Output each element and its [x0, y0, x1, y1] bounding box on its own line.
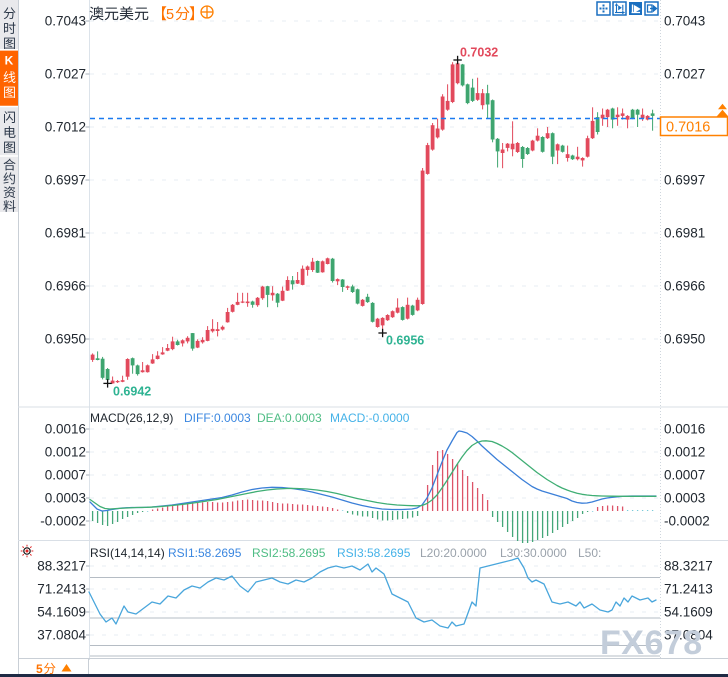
svg-text:54.1609: 54.1609: [664, 605, 713, 620]
svg-text:0.0003: 0.0003: [664, 491, 705, 506]
svg-text:0.6966: 0.6966: [45, 279, 86, 294]
svg-text:DIFF:0.0003: DIFF:0.0003: [184, 411, 251, 425]
svg-text:0.7043: 0.7043: [45, 14, 86, 29]
svg-text:88.3217: 88.3217: [37, 559, 86, 574]
svg-text:0.7012: 0.7012: [45, 120, 86, 135]
svg-text:37.0804: 37.0804: [37, 628, 86, 643]
svg-text:0.6942: 0.6942: [113, 385, 151, 399]
svg-text:88.3217: 88.3217: [664, 559, 713, 574]
svg-text:0.6966: 0.6966: [664, 279, 705, 294]
svg-text:0.6997: 0.6997: [45, 173, 86, 188]
svg-text:0.6950: 0.6950: [664, 332, 705, 347]
svg-text:0.6950: 0.6950: [45, 332, 86, 347]
svg-text:54.1609: 54.1609: [37, 605, 86, 620]
svg-text:-0.0002: -0.0002: [664, 514, 710, 529]
svg-text:DEA:0.0003: DEA:0.0003: [257, 411, 322, 425]
svg-text:MACD:-0.0000: MACD:-0.0000: [330, 411, 410, 425]
svg-text:0.7027: 0.7027: [664, 67, 705, 82]
svg-text:0.7043: 0.7043: [664, 14, 705, 29]
svg-text:RSI1:58.2695: RSI1:58.2695: [168, 546, 242, 560]
svg-text:0.0007: 0.0007: [664, 468, 705, 483]
svg-text:0.0016: 0.0016: [664, 422, 705, 437]
svg-text:0.0007: 0.0007: [45, 468, 86, 483]
svg-text:L30:30.0000: L30:30.0000: [500, 546, 567, 560]
svg-text:0.6956: 0.6956: [386, 334, 424, 348]
svg-text:MACD(26,12,9): MACD(26,12,9): [90, 411, 173, 425]
svg-text:RSI(14,14,14): RSI(14,14,14): [90, 546, 165, 560]
svg-text:5: 5: [166, 7, 174, 23]
svg-text:0.0003: 0.0003: [45, 491, 86, 506]
svg-text:0.7032: 0.7032: [460, 46, 498, 60]
svg-text:-0.0002: -0.0002: [40, 514, 86, 529]
svg-text:K: K: [5, 54, 14, 68]
svg-text:L50:: L50:: [578, 546, 601, 560]
svg-text:RSI2:58.2695: RSI2:58.2695: [252, 546, 326, 560]
svg-text:71.2413: 71.2413: [37, 582, 86, 597]
svg-text:0.6981: 0.6981: [664, 226, 705, 241]
svg-text:0.0012: 0.0012: [45, 445, 86, 460]
svg-text:0.6997: 0.6997: [664, 173, 705, 188]
svg-text:0.7016: 0.7016: [666, 120, 710, 136]
svg-text:0.7027: 0.7027: [45, 67, 86, 82]
svg-text:71.2413: 71.2413: [664, 582, 713, 597]
svg-text:37.0804: 37.0804: [664, 628, 713, 643]
svg-text:0.0016: 0.0016: [45, 422, 86, 437]
svg-text:0.6981: 0.6981: [45, 226, 86, 241]
svg-text:L20:20.0000: L20:20.0000: [420, 546, 487, 560]
svg-text:FX678: FX678: [600, 624, 703, 662]
svg-text:0.0012: 0.0012: [664, 445, 705, 460]
svg-text:RSI3:58.2695: RSI3:58.2695: [337, 546, 411, 560]
svg-text:5: 5: [36, 662, 43, 676]
